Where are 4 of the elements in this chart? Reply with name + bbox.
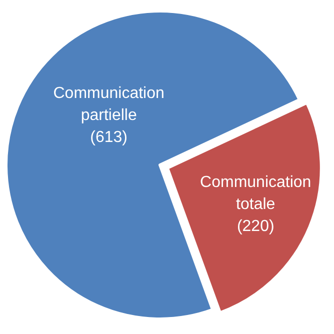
slice-label: Communication totale	[200, 174, 312, 213]
data-label: (220)	[236, 218, 274, 235]
data-label: (613)	[90, 128, 128, 146]
slice-label: Communication partielle	[53, 84, 164, 124]
